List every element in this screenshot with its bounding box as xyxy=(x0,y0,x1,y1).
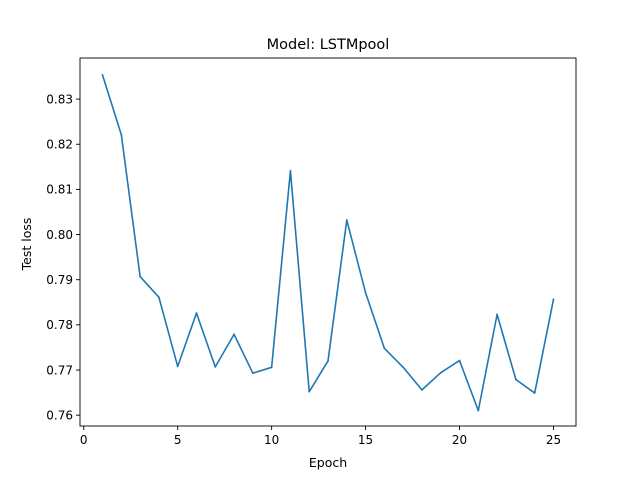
data-point xyxy=(101,74,104,77)
data-point xyxy=(308,390,311,393)
y-tick-label: 0.78 xyxy=(46,318,73,332)
data-point xyxy=(477,409,480,412)
x-tick-label: 20 xyxy=(452,433,467,447)
y-tick-label: 0.83 xyxy=(46,92,73,106)
x-tick-label: 10 xyxy=(264,433,279,447)
data-point xyxy=(552,298,555,301)
data-point xyxy=(496,313,498,316)
data-point xyxy=(345,219,348,222)
x-axis-label: Epoch xyxy=(309,455,347,470)
axes-layer: 0 5 10 15 20 25 0.76 0.77 0.78 0.79 0.80 0.81 0.82 0.… xyxy=(46,57,577,447)
data-point xyxy=(458,359,461,362)
y-tick-label: 0.77 xyxy=(46,363,73,377)
data-point xyxy=(139,275,142,278)
data-point xyxy=(195,312,198,315)
plot-area xyxy=(80,58,576,426)
data-point xyxy=(364,291,367,294)
data-point xyxy=(251,372,254,375)
data-point xyxy=(120,133,123,136)
y-tick-label: 0.82 xyxy=(46,138,73,152)
y-tick-label: 0.79 xyxy=(46,273,73,287)
data-point xyxy=(402,366,405,369)
chart-title: Model: LSTMpool xyxy=(267,37,390,53)
x-tick-label: 25 xyxy=(546,433,561,447)
plot-background xyxy=(80,58,576,426)
data-point xyxy=(327,360,329,362)
x-tick-label: 5 xyxy=(174,433,182,447)
data-point xyxy=(176,365,179,368)
data-point xyxy=(158,296,160,299)
x-tick-label: 15 xyxy=(358,433,373,447)
y-tick-label: 0.76 xyxy=(46,408,73,422)
data-point xyxy=(289,169,292,172)
data-point xyxy=(233,333,235,336)
data-point xyxy=(383,347,386,350)
data-point xyxy=(214,365,217,368)
y-tick-label: 0.81 xyxy=(46,183,73,197)
axes-frame xyxy=(79,57,577,427)
data-point xyxy=(421,388,423,391)
x-tick-label: 0 xyxy=(80,433,88,447)
y-tick-label: 0.80 xyxy=(46,228,73,242)
data-point xyxy=(270,366,273,369)
series-layer xyxy=(101,74,555,412)
data-point xyxy=(439,371,442,374)
y-axis-label: Test loss xyxy=(19,218,34,272)
data-point xyxy=(514,378,517,381)
data-point xyxy=(533,392,536,394)
